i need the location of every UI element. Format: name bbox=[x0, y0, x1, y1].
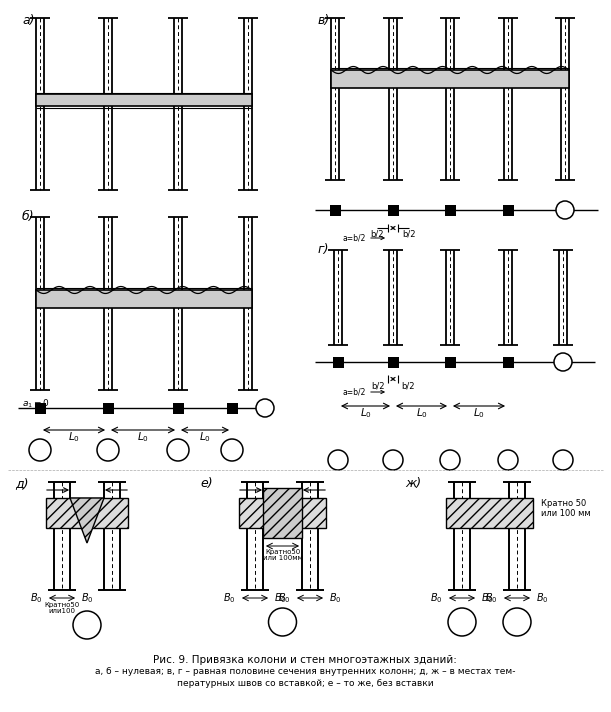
Text: е): е) bbox=[200, 477, 213, 490]
Bar bbox=[263, 488, 302, 538]
Bar bbox=[239, 498, 326, 528]
Circle shape bbox=[221, 439, 243, 461]
Bar bbox=[332, 357, 343, 367]
Bar bbox=[329, 204, 340, 216]
Text: $B_0$: $B_0$ bbox=[485, 591, 498, 605]
Text: Кратно 50: Кратно 50 bbox=[541, 498, 586, 508]
Circle shape bbox=[556, 201, 574, 219]
Circle shape bbox=[328, 450, 348, 470]
Text: в): в) bbox=[318, 14, 331, 27]
Bar bbox=[444, 357, 455, 367]
Circle shape bbox=[383, 450, 403, 470]
Text: $B_0$: $B_0$ bbox=[279, 591, 291, 605]
Bar bbox=[172, 402, 183, 414]
Bar bbox=[387, 204, 398, 216]
Bar bbox=[227, 402, 238, 414]
Text: $B_0$: $B_0$ bbox=[430, 591, 443, 605]
Text: $L_0$: $L_0$ bbox=[199, 430, 211, 444]
Text: Кратно50: Кратно50 bbox=[265, 549, 300, 555]
Circle shape bbox=[503, 608, 531, 636]
Bar bbox=[331, 70, 569, 88]
Bar bbox=[446, 498, 533, 528]
Text: $L_0$: $L_0$ bbox=[137, 430, 149, 444]
Text: или 100 мм: или 100 мм bbox=[541, 508, 591, 518]
Polygon shape bbox=[70, 498, 104, 543]
Circle shape bbox=[268, 608, 296, 636]
Text: $L_0$: $L_0$ bbox=[415, 406, 428, 420]
Text: b/2: b/2 bbox=[371, 382, 385, 390]
Bar bbox=[387, 357, 398, 367]
Text: или 100мм: или 100мм bbox=[263, 555, 302, 561]
Bar bbox=[34, 402, 45, 414]
Text: пературных швов со вставкой; е – то же, без вставки: пературных швов со вставкой; е – то же, … bbox=[177, 679, 433, 688]
Bar bbox=[103, 402, 114, 414]
Text: b/2: b/2 bbox=[402, 229, 415, 239]
Text: $a_1=0$: $a_1=0$ bbox=[22, 398, 50, 411]
Text: д): д) bbox=[15, 477, 29, 490]
Circle shape bbox=[448, 608, 476, 636]
Text: б): б) bbox=[22, 210, 35, 223]
Text: или100: или100 bbox=[48, 608, 76, 614]
Text: $B_0$: $B_0$ bbox=[536, 591, 549, 605]
Text: $B_0$: $B_0$ bbox=[81, 591, 93, 605]
Circle shape bbox=[167, 439, 189, 461]
Circle shape bbox=[553, 450, 573, 470]
Circle shape bbox=[73, 611, 101, 639]
Text: $B_0$: $B_0$ bbox=[274, 591, 287, 605]
Text: $B_0$: $B_0$ bbox=[224, 591, 236, 605]
Text: Рис. 9. Привязка колони и стен многоэтажных зданий:: Рис. 9. Привязка колони и стен многоэтаж… bbox=[153, 655, 457, 665]
Circle shape bbox=[29, 439, 51, 461]
Bar bbox=[36, 290, 252, 308]
Bar bbox=[36, 94, 252, 106]
Circle shape bbox=[498, 450, 518, 470]
Text: Кратно50: Кратно50 bbox=[45, 602, 79, 608]
Text: $L_0$: $L_0$ bbox=[359, 406, 371, 420]
Text: $L_0$: $L_0$ bbox=[473, 406, 485, 420]
Circle shape bbox=[256, 399, 274, 417]
Text: a=b/2: a=b/2 bbox=[343, 234, 366, 243]
Text: $B_0$: $B_0$ bbox=[481, 591, 494, 605]
Text: а, б – нулевая; в, г – равная половине сечения внутренних колонн; д, ж – в места: а, б – нулевая; в, г – равная половине с… bbox=[95, 668, 515, 676]
Text: а): а) bbox=[22, 14, 34, 27]
Text: г): г) bbox=[318, 243, 329, 256]
Text: ж): ж) bbox=[405, 477, 421, 490]
Text: $L_0$: $L_0$ bbox=[68, 430, 80, 444]
Bar bbox=[444, 204, 455, 216]
Text: a=b/2: a=b/2 bbox=[343, 387, 366, 397]
Text: b/2: b/2 bbox=[401, 382, 414, 390]
Circle shape bbox=[97, 439, 119, 461]
Bar bbox=[502, 357, 513, 367]
Text: $B_0$: $B_0$ bbox=[329, 591, 342, 605]
Circle shape bbox=[554, 353, 572, 371]
Circle shape bbox=[440, 450, 460, 470]
Bar bbox=[502, 204, 513, 216]
Text: $B_0$: $B_0$ bbox=[31, 591, 43, 605]
Text: b/2: b/2 bbox=[370, 229, 384, 239]
Bar bbox=[46, 498, 128, 528]
